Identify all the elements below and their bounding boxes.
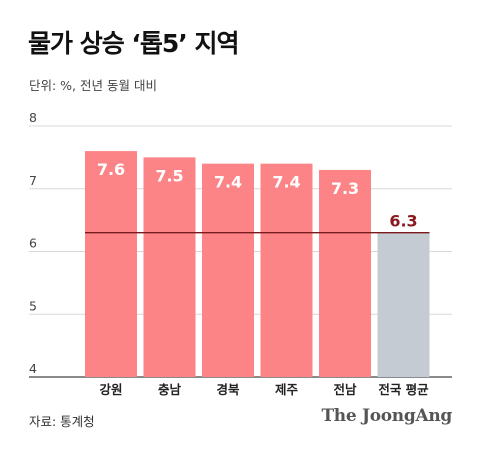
bar-region	[260, 163, 313, 377]
value-label: 7.4	[214, 173, 242, 192]
bar-average	[377, 232, 430, 377]
bars	[85, 151, 430, 377]
source-note: 자료: 통계청	[29, 414, 95, 429]
x-tick-label: 강원	[99, 382, 122, 397]
brand-logo: The JoongAng	[321, 406, 452, 426]
bar-region	[85, 151, 137, 377]
value-label: 7.6	[97, 160, 125, 179]
x-tick-label: 제주	[275, 382, 299, 397]
y-tick-label: 8	[29, 110, 37, 125]
value-label: 6.3	[389, 212, 417, 231]
value-label: 7.4	[272, 173, 300, 192]
x-tick-label: 충남	[158, 382, 182, 397]
y-tick-label: 5	[29, 298, 37, 313]
value-labels: 7.6 7.5 7.4 7.4 7.3 6.3	[97, 160, 418, 231]
unit-note: 단위: %, 전년 동월 대비	[29, 78, 157, 93]
y-tick-label: 7	[29, 173, 37, 188]
x-tick-label: 전남	[333, 382, 357, 397]
value-label: 7.5	[155, 166, 183, 185]
y-tick-label: 6	[29, 236, 37, 251]
bar-region	[143, 157, 196, 377]
x-tick-label: 경북	[216, 382, 240, 397]
x-tick-label: 전국 평균	[378, 382, 429, 397]
bar-region	[202, 163, 254, 377]
value-label: 7.3	[331, 179, 359, 198]
y-axis-ticks: 4 5 6 7 8	[29, 110, 37, 376]
bar-region	[319, 169, 371, 377]
x-axis-labels: 강원 충남 경북 제주 전남 전국 평균	[99, 382, 429, 397]
chart-title: 물가 상승 ‘톱5’ 지역	[28, 29, 240, 58]
y-tick-label: 4	[29, 361, 37, 376]
